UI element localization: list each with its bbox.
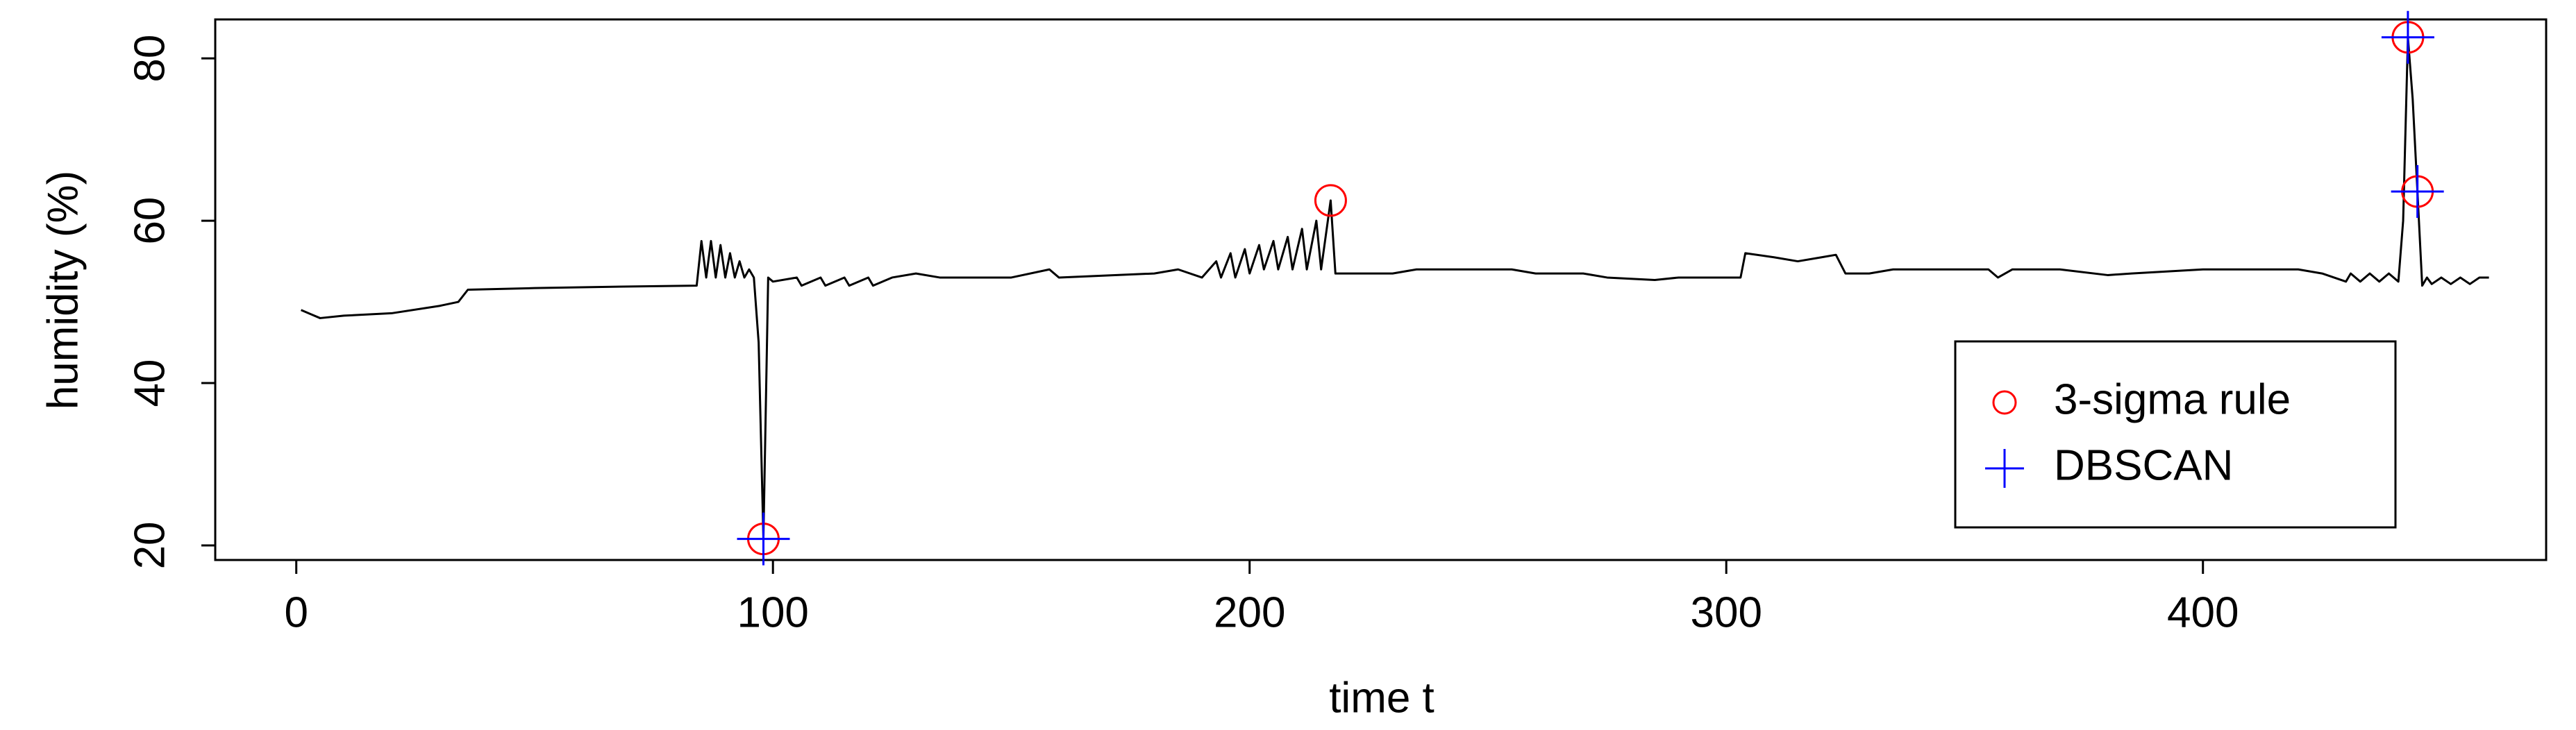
legend-box [1954, 340, 2397, 529]
outlier-plus [2381, 10, 2434, 64]
y-tick-label: 40 [126, 359, 174, 407]
y-tick-label: 60 [126, 197, 174, 245]
y-tick-label: 20 [126, 521, 174, 569]
legend-label: 3-sigma rule [2054, 375, 2291, 423]
x-axis-title: time t [1329, 674, 1435, 722]
outlier-plus [737, 512, 790, 566]
y-tick-label: 80 [126, 35, 174, 83]
data-line [300, 36, 2489, 541]
y-axis-title: humidity (%) [39, 171, 87, 410]
legend-marker [1985, 449, 2024, 488]
x-tick-label: 400 [2167, 588, 2239, 636]
x-tick-label: 100 [737, 588, 808, 636]
x-tick-label: 300 [1690, 588, 1762, 636]
outlier-circle [1314, 184, 1347, 217]
x-tick-label: 200 [1214, 588, 1285, 636]
legend-label: DBSCAN [2054, 441, 2233, 489]
outlier-plus [2391, 164, 2444, 218]
x-tick-label: 0 [284, 588, 308, 636]
legend-marker [1992, 390, 2017, 415]
